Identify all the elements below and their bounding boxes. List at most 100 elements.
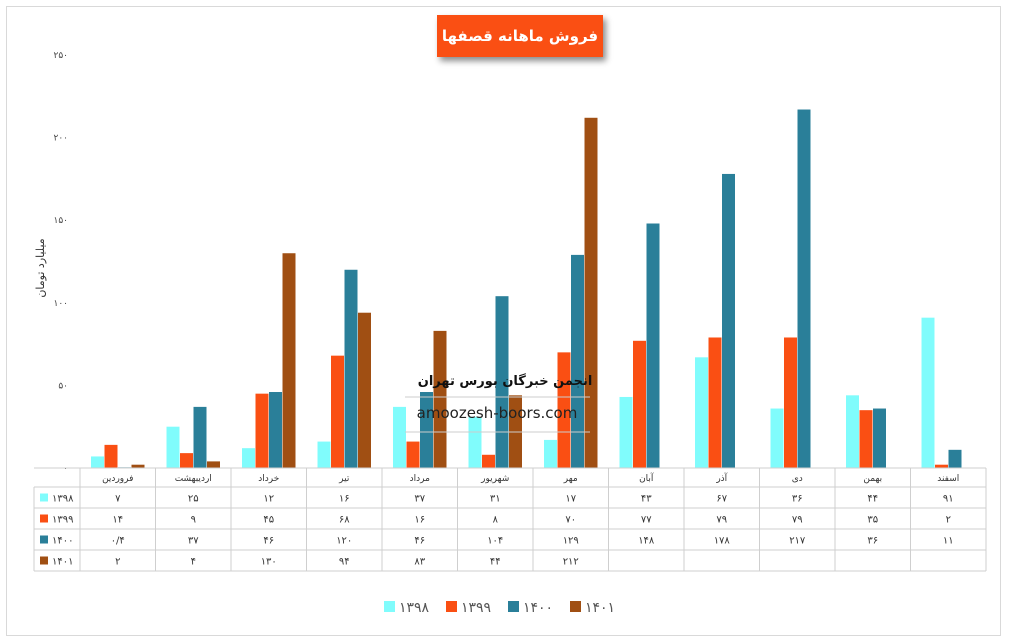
data-label: ۱۲۰ — [336, 536, 352, 547]
bar — [193, 406, 207, 468]
bar — [495, 296, 509, 468]
category-label: دی — [792, 474, 803, 484]
data-label: ۱۷۸ — [714, 536, 731, 547]
data-label: ۷۹ — [792, 515, 803, 526]
data-label: ۱۴ — [112, 515, 123, 526]
data-label: ۱۰۴ — [487, 536, 503, 547]
watermark: انجمن خبرگان بورس تهران amoozesh-boors.c… — [405, 373, 593, 433]
category-label: تیر — [338, 474, 350, 484]
data-label: ۲ — [946, 515, 951, 526]
data-label: ۷۷ — [641, 515, 652, 526]
legend-swatch — [446, 601, 457, 612]
category-label: آذر — [715, 472, 727, 484]
bar — [420, 392, 433, 468]
bar — [406, 441, 420, 468]
data-label: ۴۳ — [641, 494, 652, 505]
data-label: ۲۱۷ — [789, 536, 806, 547]
data-label: ۲۱۲ — [563, 557, 579, 568]
bar — [331, 355, 344, 468]
bar — [722, 173, 735, 468]
y-tick-label: ۲۰۰ — [53, 134, 68, 144]
bar — [242, 448, 255, 468]
data-label: ۶۷ — [716, 494, 727, 505]
category-label: اسفند — [937, 474, 959, 484]
legend-label: ۱۴۰۱ — [585, 600, 615, 616]
bar — [468, 416, 482, 468]
y-tick-label: ۵۰ — [58, 381, 68, 391]
bar — [433, 330, 447, 468]
category-label: آبان — [639, 472, 654, 484]
y-tick-label: ۱۵۰ — [53, 216, 68, 226]
data-label: ۴۴ — [490, 557, 501, 568]
category-label: بهمن — [863, 474, 882, 484]
legend-label: ۱۳۹۸ — [399, 600, 430, 616]
data-label: ۱۱ — [943, 536, 954, 547]
data-label: ۴۴ — [867, 494, 878, 505]
table-legend-swatch — [40, 556, 48, 565]
data-table: فروردین اردیبهشت خرداد تیر مرداد شهریور مهر آبا… — [33, 467, 987, 572]
data-label: ۱۶ — [339, 494, 350, 505]
data-label: ۳۷ — [188, 536, 199, 547]
legend-label: ۱۴۰۰ — [523, 600, 553, 616]
data-label: ۱۷ — [565, 494, 576, 505]
legend-swatch — [570, 601, 581, 612]
bar — [544, 439, 557, 468]
table-series-name: ۱۴۰۰ — [52, 536, 73, 547]
bars — [91, 109, 962, 469]
legend-swatch — [508, 601, 519, 612]
bar — [873, 408, 886, 468]
data-label: ۹ — [191, 515, 196, 526]
bar — [180, 453, 193, 468]
data-label: ۳۷ — [414, 494, 425, 505]
data-label: ۷ — [115, 494, 121, 505]
category-label: فروردین — [102, 474, 133, 484]
data-label: ۳۱ — [490, 494, 501, 505]
legend-label: ۱۳۹۹ — [461, 600, 491, 616]
bar — [482, 454, 495, 468]
bar — [255, 393, 269, 468]
data-label: ۳۶ — [792, 494, 803, 505]
data-label: ۸۳ — [414, 557, 425, 568]
data-label: ۱۶ — [414, 515, 425, 526]
y-tick-label: ۲۵۰ — [53, 51, 68, 61]
data-label: ۷۰ — [565, 515, 576, 526]
bar — [646, 223, 660, 468]
bar — [708, 337, 722, 468]
data-label: ۴۵ — [263, 515, 274, 526]
category-label: خرداد — [258, 474, 279, 484]
data-label: ۶۸ — [339, 515, 350, 526]
data-label: ۱۲ — [263, 494, 274, 505]
data-label: ۹۱ — [943, 494, 954, 505]
data-label: ۷۹ — [716, 515, 727, 526]
category-label: اردیبهشت — [175, 474, 212, 484]
bar — [317, 441, 331, 468]
data-label: ۰/۴ — [111, 536, 125, 547]
data-label: ۴۶ — [414, 536, 425, 547]
chart-title-box: فروش ماهانه قصفها — [437, 15, 603, 57]
table-legend-swatch — [40, 514, 48, 523]
bar — [859, 410, 873, 468]
watermark-url: amoozesh-boors.com — [417, 404, 578, 422]
bar — [269, 392, 282, 468]
bar — [207, 461, 220, 468]
bar — [921, 317, 935, 468]
bar — [393, 406, 406, 468]
bar — [104, 444, 118, 468]
bar — [571, 254, 584, 468]
bar — [91, 456, 104, 468]
watermark-name: انجمن خبرگان بورس تهران — [418, 373, 593, 389]
data-label: ۱۲۹ — [563, 536, 579, 547]
table-series-name: ۱۴۰۱ — [52, 557, 73, 568]
data-label: ۳۵ — [867, 515, 878, 526]
legend-swatch — [384, 601, 395, 612]
data-label: ۳۶ — [867, 536, 878, 547]
bar — [784, 337, 797, 468]
bar — [770, 408, 784, 468]
chart-title: فروش ماهانه قصفها — [441, 27, 599, 45]
bar — [619, 396, 633, 468]
data-label: ۱۴۸ — [638, 536, 655, 547]
table-series-name: ۱۳۹۹ — [52, 515, 73, 526]
data-label: ۲۵ — [188, 494, 199, 505]
bar — [282, 253, 296, 468]
